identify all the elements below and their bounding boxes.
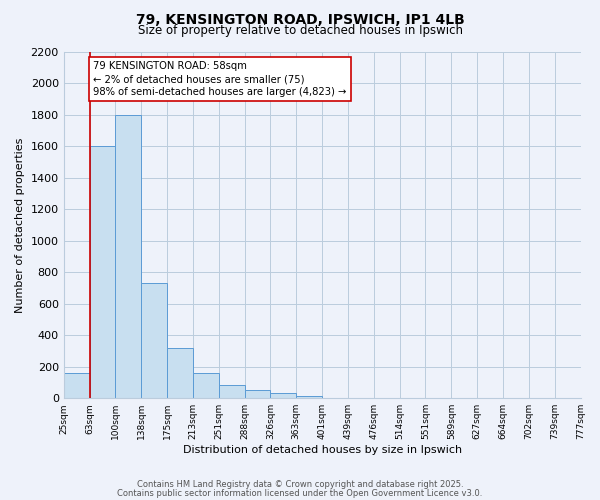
Text: Size of property relative to detached houses in Ipswich: Size of property relative to detached ho…	[137, 24, 463, 37]
X-axis label: Distribution of detached houses by size in Ipswich: Distribution of detached houses by size …	[182, 445, 461, 455]
Bar	[296, 396, 322, 398]
Bar	[64, 373, 89, 398]
Text: Contains public sector information licensed under the Open Government Licence v3: Contains public sector information licen…	[118, 488, 482, 498]
Bar	[245, 390, 271, 398]
Text: 79 KENSINGTON ROAD: 58sqm
← 2% of detached houses are smaller (75)
98% of semi-d: 79 KENSINGTON ROAD: 58sqm ← 2% of detach…	[94, 61, 347, 98]
Bar	[115, 114, 141, 398]
Bar	[271, 394, 296, 398]
Bar	[89, 146, 115, 398]
Y-axis label: Number of detached properties: Number of detached properties	[15, 137, 25, 312]
Bar	[193, 373, 219, 398]
Bar	[141, 283, 167, 398]
Bar	[167, 348, 193, 398]
Text: Contains HM Land Registry data © Crown copyright and database right 2025.: Contains HM Land Registry data © Crown c…	[137, 480, 463, 489]
Text: 79, KENSINGTON ROAD, IPSWICH, IP1 4LB: 79, KENSINGTON ROAD, IPSWICH, IP1 4LB	[136, 12, 464, 26]
Bar	[219, 385, 245, 398]
